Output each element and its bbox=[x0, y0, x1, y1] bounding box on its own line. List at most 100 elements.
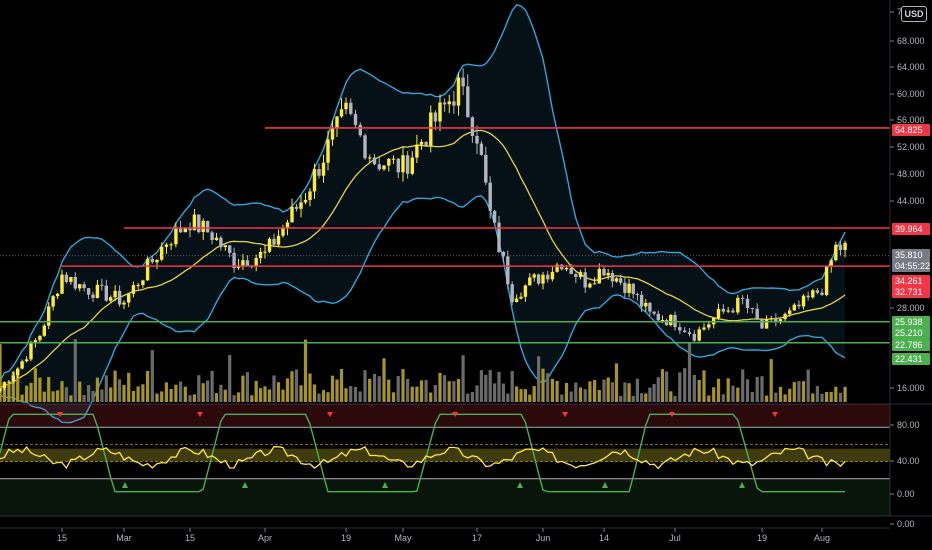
bollinger-fill bbox=[0, 4, 846, 423]
candle-body bbox=[155, 259, 159, 263]
volume-bar bbox=[456, 378, 461, 402]
volume-bar bbox=[339, 369, 344, 402]
volume-bar bbox=[391, 392, 396, 402]
candle-body bbox=[387, 158, 391, 166]
volume-bar bbox=[484, 374, 488, 402]
candle-body bbox=[523, 285, 528, 297]
candle-body bbox=[263, 251, 267, 253]
volume-bar bbox=[267, 389, 272, 402]
volume-bar bbox=[160, 391, 164, 402]
volume-bar bbox=[349, 386, 353, 402]
candle-body bbox=[631, 283, 635, 295]
candle-body bbox=[652, 311, 656, 314]
volume-bar bbox=[560, 394, 564, 402]
volume-bar bbox=[118, 379, 122, 402]
candle-body bbox=[834, 244, 838, 261]
volume-bar bbox=[179, 381, 183, 402]
time-tick-label: 15 bbox=[57, 533, 67, 543]
volume-bar bbox=[506, 393, 510, 402]
candle-body bbox=[419, 141, 424, 145]
volume-bar bbox=[382, 358, 386, 402]
candle-body bbox=[783, 314, 787, 320]
candle-body bbox=[353, 113, 358, 125]
oscillator-pane[interactable] bbox=[0, 403, 932, 516]
candle-body bbox=[442, 102, 447, 105]
candle-body bbox=[358, 124, 362, 136]
price-tag-box bbox=[892, 353, 930, 365]
candle-body bbox=[492, 210, 497, 223]
volume-bar bbox=[515, 386, 519, 402]
candle-body bbox=[536, 274, 541, 284]
oscillator-axis[interactable]: 80.00 40.00 0.00 0.00 bbox=[0, 420, 932, 529]
candle-body bbox=[475, 136, 479, 144]
sell-marker bbox=[562, 412, 568, 417]
sell-marker bbox=[772, 412, 778, 417]
candle-body bbox=[214, 237, 219, 240]
candle-body bbox=[648, 302, 652, 312]
candle-body bbox=[0, 388, 2, 392]
volume-bar bbox=[276, 382, 281, 402]
candle-body bbox=[188, 228, 192, 231]
volume-bar bbox=[363, 370, 367, 402]
candle-body bbox=[716, 308, 721, 319]
price-axis[interactable]: 7 68.000 64.000 60.000 56.000 52.000 48.000 44.… bbox=[889, 0, 925, 516]
volume-bar bbox=[419, 380, 424, 402]
candle-body bbox=[692, 333, 696, 341]
volume-bar bbox=[697, 380, 701, 402]
volume-bar bbox=[223, 389, 227, 402]
volume-bar bbox=[574, 382, 578, 402]
volume-bar bbox=[519, 389, 523, 402]
time-tick-label: 15 bbox=[185, 533, 195, 543]
currency-badge[interactable]: USD bbox=[901, 6, 927, 22]
candle-body bbox=[368, 157, 372, 159]
candle-body bbox=[415, 144, 419, 158]
price-tag-box bbox=[892, 339, 930, 351]
sell-marker bbox=[57, 412, 63, 417]
volume-bar bbox=[294, 369, 299, 402]
volume-bar bbox=[569, 391, 573, 402]
volume-bar bbox=[192, 394, 196, 402]
volume-bar bbox=[281, 389, 285, 402]
volume-bar bbox=[299, 385, 303, 402]
candle-body bbox=[382, 165, 386, 170]
volume-bar bbox=[25, 385, 29, 402]
volume-bar bbox=[825, 392, 829, 402]
volume-bar bbox=[774, 392, 778, 402]
volume-bar bbox=[631, 395, 635, 402]
candle-body bbox=[755, 308, 759, 319]
candle-body bbox=[597, 269, 601, 284]
candle-body bbox=[750, 308, 754, 309]
candle-body bbox=[669, 314, 673, 325]
volume-bar bbox=[623, 382, 627, 402]
time-tick-label: 19 bbox=[757, 533, 767, 543]
candle-body bbox=[438, 102, 442, 122]
candle-body bbox=[506, 256, 510, 285]
candle-body bbox=[174, 227, 178, 245]
volume-bar bbox=[95, 377, 99, 402]
candle-body bbox=[64, 274, 69, 282]
volume-bar bbox=[232, 395, 236, 402]
volume-bar bbox=[470, 392, 474, 402]
candle-body bbox=[627, 283, 631, 293]
candle-body bbox=[396, 158, 400, 173]
candle-body bbox=[592, 283, 597, 285]
candle-body bbox=[484, 154, 488, 183]
candle-body bbox=[736, 297, 740, 313]
volume-bar bbox=[82, 395, 86, 402]
candle-body bbox=[614, 278, 619, 282]
candle-body bbox=[391, 158, 396, 160]
bollinger-lower bbox=[0, 195, 846, 424]
candle-body bbox=[197, 214, 201, 233]
volume-bar bbox=[593, 380, 597, 402]
time-axis[interactable]: 15 Mar 15 Apr 19 May 17 Jun 14 Jul 19 Aug bbox=[0, 527, 890, 543]
candle-body bbox=[150, 259, 154, 263]
volume-bar bbox=[236, 392, 241, 402]
candle-body bbox=[254, 258, 258, 266]
volume-bar bbox=[726, 378, 730, 402]
candle-body bbox=[2, 382, 7, 389]
buy-marker bbox=[517, 482, 523, 488]
price-pane[interactable] bbox=[0, 0, 890, 424]
volume-bar bbox=[610, 382, 614, 402]
price-tag-box bbox=[892, 223, 930, 235]
